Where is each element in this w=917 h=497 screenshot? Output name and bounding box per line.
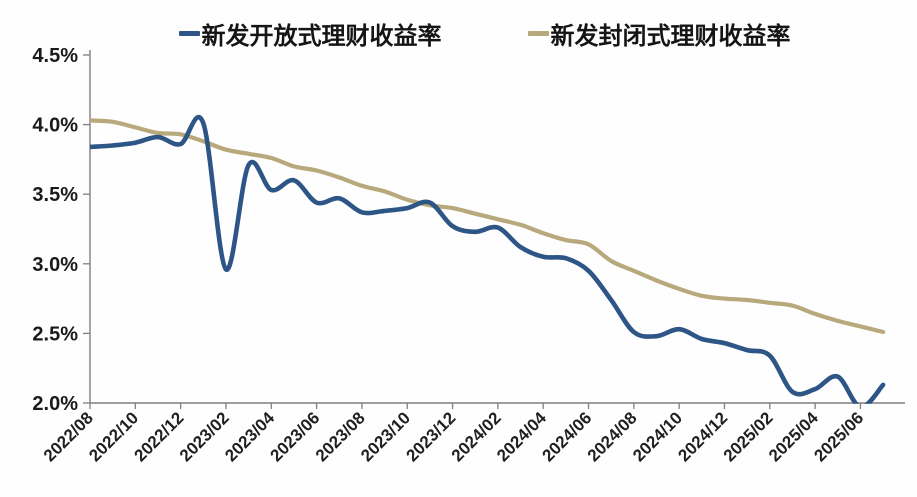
x-axis-label: 2022/08	[40, 408, 97, 465]
x-axis-label: 2024/02	[448, 408, 505, 465]
x-axis-label: 2024/08	[584, 408, 641, 465]
legend-item-open: 新发开放式理财收益率	[178, 16, 442, 51]
x-axis-label: 2023/08	[312, 408, 369, 465]
y-axis-label: 3.5%	[32, 184, 78, 206]
y-axis-label: 2.0%	[32, 393, 78, 415]
y-axis-label: 4.5%	[32, 45, 78, 67]
x-axis-label: 2024/10	[629, 408, 686, 465]
y-axis-label: 2.5%	[32, 323, 78, 345]
x-axis-label: 2023/06	[267, 408, 324, 465]
x-axis-label: 2023/02	[176, 408, 233, 465]
series-line-closed-end-yield	[90, 118, 886, 335]
y-axis-label: 3.0%	[32, 254, 78, 276]
legend-item-closed: 新发封闭式理财收益率	[527, 16, 791, 51]
legend-label-open: 新发开放式理财收益率	[201, 23, 442, 50]
legend-label-closed: 新发封闭式理财收益率	[550, 23, 791, 50]
chart-legend: 新发开放式理财收益率 新发封闭式理财收益率	[26, 16, 917, 51]
x-axis-label: 2025/04	[765, 408, 822, 465]
legend-line-swatch-open-icon	[178, 31, 200, 36]
x-axis-label: 2023/10	[357, 408, 414, 465]
x-axis-label: 2022/12	[131, 408, 188, 465]
x-axis-label: 2025/02	[720, 408, 777, 465]
x-axis-label: 2023/04	[221, 408, 278, 465]
x-axis-label: 2023/12	[402, 408, 459, 465]
legend-line-swatch-closed-icon	[527, 31, 549, 36]
series-line-open-end-yield	[90, 114, 886, 404]
y-axis-label: 4.0%	[32, 115, 78, 137]
x-axis-label: 2024/04	[493, 408, 550, 465]
x-axis-label: 2024/06	[538, 408, 595, 465]
x-axis-label: 2025/06	[810, 408, 867, 465]
x-axis-label: 2022/10	[85, 408, 142, 465]
x-axis-label: 2024/12	[674, 408, 731, 465]
